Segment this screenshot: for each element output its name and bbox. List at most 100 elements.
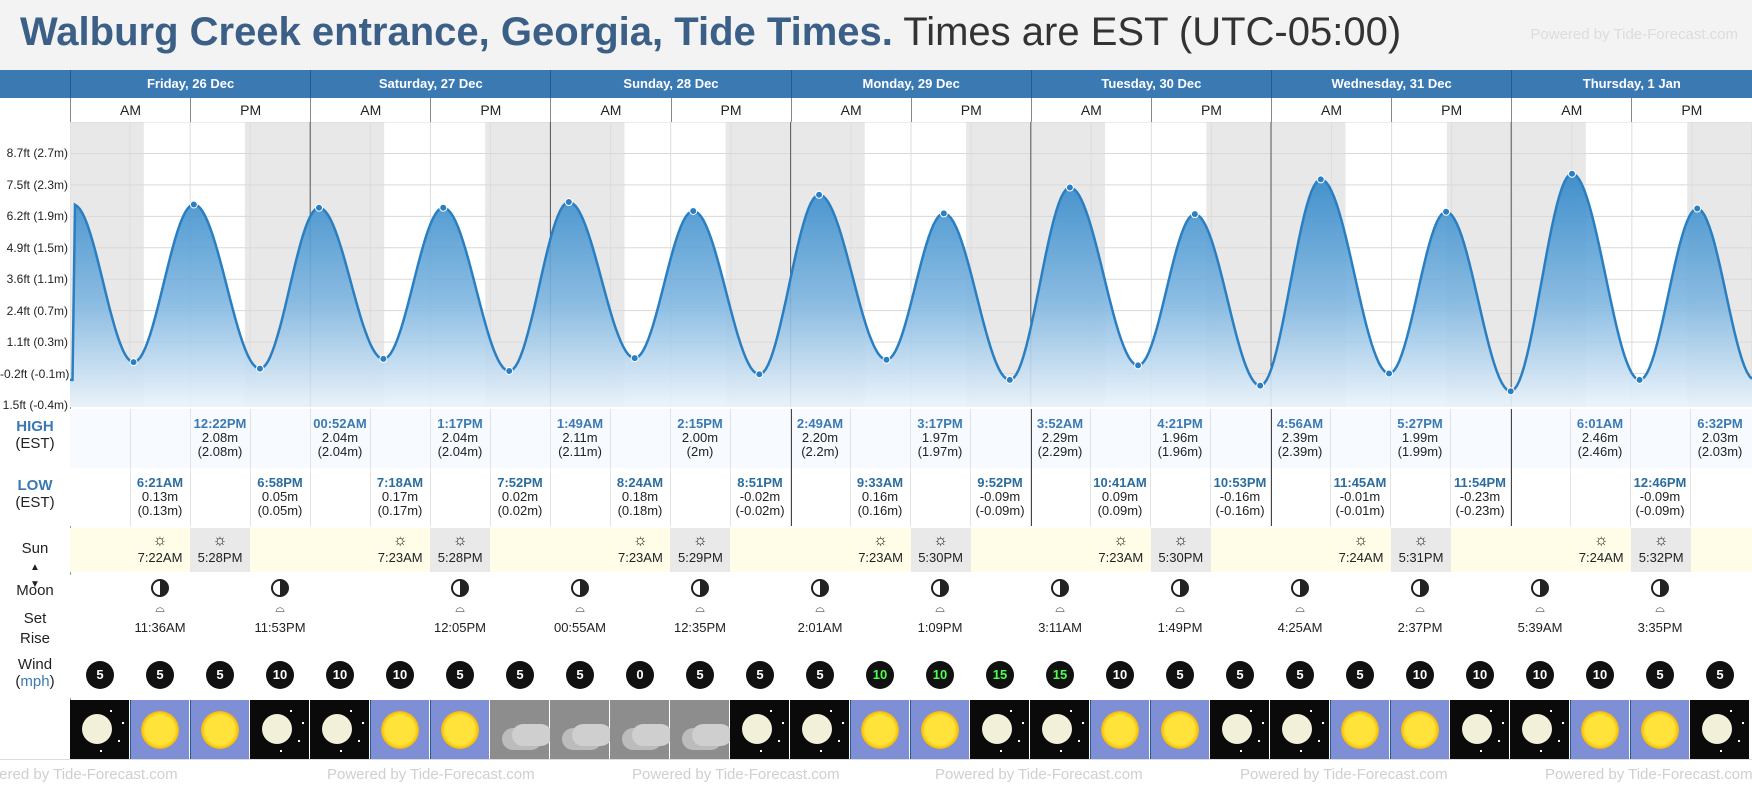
cloud-icon — [512, 724, 552, 746]
day-weather-icon — [1630, 700, 1690, 759]
wind-unit-link[interactable]: mph — [20, 673, 50, 690]
left-label-column: 1.5ft (-0.4m) -0.2ft (-0.1m) 1.1ft (0.3m) 2… — [0, 122, 71, 787]
y-tick-label: -0.2ft (-0.1m) — [0, 366, 70, 381]
wind-speed-icon: 10 — [866, 661, 894, 689]
moon-cell: ⌓ 12:05PM — [430, 579, 490, 641]
night-weather-icon — [1270, 700, 1330, 759]
sunset-block — [670, 528, 731, 572]
moon-icon — [1042, 714, 1072, 744]
day-weather-icon — [430, 700, 490, 759]
star-icon — [118, 740, 120, 742]
moon-time: 5:39AM — [1517, 620, 1563, 635]
moon-label: Moon — [16, 582, 54, 599]
extreme-point — [1635, 375, 1644, 384]
low-time: 10:41AM — [1093, 475, 1147, 490]
moon-phase-icon — [271, 579, 289, 597]
low-height: 0.09m — [1101, 489, 1139, 504]
sunrise-time: 7:23AM — [1098, 550, 1144, 565]
column-divider-line — [370, 409, 371, 526]
header-bar: Walburg Creek entrance, Georgia, Tide Ti… — [0, 0, 1752, 70]
sunset-icon: ☼ — [1653, 532, 1669, 549]
day-divider-line — [1511, 409, 1513, 526]
sunrise-icon: ☼ — [1593, 532, 1609, 549]
high-tide-cell: 6:32PM 2.03m (2.03m) — [1690, 417, 1750, 459]
high-height-paren: (2.11m) — [558, 444, 602, 459]
footer-watermark: Powered by Tide-Forecast.com — [1240, 766, 1448, 783]
moon-horizon-icon: ⌓ — [815, 601, 825, 615]
cloud-weather-icon — [670, 700, 732, 759]
pm-label: PM — [1631, 98, 1751, 122]
star-icon — [362, 722, 364, 724]
extreme-point — [939, 209, 948, 218]
column-divider-line — [1150, 409, 1151, 526]
wind-speed-icon: 5 — [1226, 661, 1254, 689]
extreme-point — [439, 203, 448, 212]
high-height: 2.11m — [562, 430, 598, 445]
sun-icon — [1401, 710, 1439, 749]
sunset-icon: ☼ — [1173, 532, 1189, 549]
cloud-icon — [692, 724, 732, 746]
night-weather-icon — [730, 700, 790, 759]
low-tide-cell: 7:52PM 0.02m (0.02m) — [490, 476, 550, 518]
moon-phase-icon — [571, 579, 589, 597]
low-height: -0.01m — [1339, 489, 1381, 504]
moon-phase-icon — [451, 579, 469, 597]
low-height-paren: (-0.16m) — [1215, 503, 1265, 518]
sunset-icon: ☼ — [212, 532, 228, 549]
extreme-point — [1256, 381, 1265, 390]
low-tide-cell: 8:51PM -0.02m (-0.02m) — [730, 476, 790, 518]
tide-chart — [70, 122, 1752, 407]
moon-horizon-icon: ⌓ — [695, 601, 705, 615]
am-label: AM — [1511, 98, 1631, 122]
star-icon — [358, 740, 360, 742]
low-time: 9:52PM — [977, 475, 1023, 490]
sunrise-icon: ☼ — [152, 532, 168, 549]
high-time: 3:17PM — [917, 416, 963, 431]
low-time: 12:46PM — [1633, 475, 1687, 490]
low-height: 0.16m — [861, 489, 899, 504]
column-divider-line — [250, 409, 251, 526]
moon-cell: ⌓ 1:09PM — [910, 579, 970, 641]
night-weather-icon — [1450, 700, 1510, 759]
sun-label: Sun ▲ ▼ — [21, 540, 49, 590]
sun-icon — [1641, 710, 1679, 749]
sunset-cell: ☼ 5:30PM — [911, 532, 971, 565]
high-tide-cell: 1:17PM 2.04m (2.04m) — [430, 417, 490, 459]
low-height: -0.02m — [739, 489, 781, 504]
sun-icon — [1161, 710, 1199, 749]
footer-watermark: Powered by Tide-Forecast.com — [1545, 766, 1752, 783]
high-height-paren: (2.04m) — [317, 444, 363, 459]
column-divider-line — [1030, 409, 1031, 526]
column-divider-line — [970, 409, 971, 526]
star-icon — [280, 750, 282, 752]
column-divider-line — [1270, 409, 1271, 526]
y-tick-label: 2.4ft (0.7m) — [6, 303, 68, 318]
high-height-paren: (1.96m) — [1157, 444, 1203, 459]
day-divider-line — [1030, 409, 1032, 526]
wind-speed-icon: 15 — [1046, 661, 1074, 689]
day-header: Thursday, 1 Jan — [1511, 70, 1751, 98]
star-icon — [1540, 750, 1542, 752]
high-tide-cell: 3:17PM 1.97m (1.97m) — [910, 417, 970, 459]
high-height-paren: (2.04m) — [437, 444, 483, 459]
column-divider-line — [190, 409, 191, 526]
moon-cell: ⌓ 4:25AM — [1270, 579, 1330, 641]
sunrise-time: 7:23AM — [377, 550, 423, 565]
sun-icon — [1101, 710, 1139, 749]
high-height: 2.03m — [1701, 430, 1739, 445]
pm-label: PM — [190, 98, 310, 122]
y-tick-label: 1.1ft (0.3m) — [6, 335, 68, 350]
low-height: 0.18m — [621, 489, 659, 504]
sunset-cell: ☼ 5:28PM — [190, 532, 250, 565]
low-time: 6:21AM — [136, 475, 184, 490]
moon-horizon-icon: ⌓ — [1535, 601, 1545, 615]
low-height-paren: (0.09m) — [1097, 503, 1143, 518]
sunset-block — [1391, 528, 1451, 572]
star-icon — [290, 710, 292, 712]
low-tide-cell: 10:41AM 0.09m (0.09m) — [1090, 476, 1150, 518]
pm-label: PM — [1391, 98, 1511, 122]
y-tick-label: 3.6ft (1.1m) — [6, 272, 68, 287]
sunset-block — [1631, 528, 1692, 572]
high-height: 2.08m — [201, 430, 239, 445]
extreme-point — [189, 200, 198, 209]
